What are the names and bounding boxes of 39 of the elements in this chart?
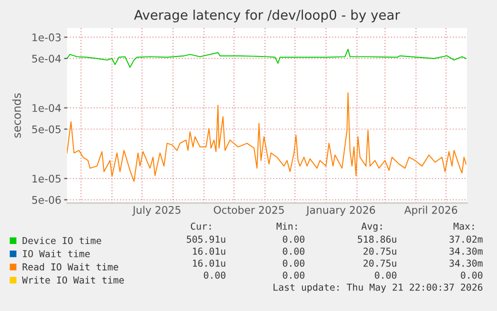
y-tick-label: 1e-04: [32, 104, 61, 112]
line-series: [67, 48, 466, 68]
text: 16.01u: [193, 260, 226, 267]
text: 0.00: [282, 272, 304, 279]
text: 518.86u: [358, 236, 396, 243]
y-tick-label: 5e-06: [32, 196, 61, 204]
legend-label: Write IO Wait time: [22, 276, 124, 284]
text: Min:: [276, 222, 297, 230]
x-tick-label: January 2026: [306, 206, 375, 216]
text: Max:: [454, 222, 474, 230]
text: 16.01u: [193, 248, 226, 255]
text: 37.02m: [450, 236, 483, 243]
text: Avg:: [361, 222, 382, 232]
text: Cur:: [190, 222, 211, 230]
y-tick-label: 5e-05: [32, 125, 61, 134]
line-series: [67, 92, 466, 182]
text: 34.30m: [450, 248, 483, 255]
x-tick-label: April 2026: [404, 206, 458, 216]
text: 0.00: [204, 272, 226, 279]
x-tick-label: October 2025: [214, 206, 284, 214]
text: 0.00: [460, 272, 482, 279]
y-axis-title: seconds: [12, 93, 21, 138]
text: 0.00: [282, 260, 304, 267]
text: 20.75u: [364, 260, 396, 267]
legend-label: IO Wait time: [22, 250, 90, 258]
y-tick-label: 1e-03: [32, 33, 61, 42]
text: 0.00: [374, 272, 396, 279]
y-tick-label: 5e-04: [32, 54, 61, 63]
text: 20.75u: [364, 248, 396, 255]
x-tick-label: July 2025: [132, 206, 180, 216]
text: 505.91u: [186, 236, 226, 243]
legend-label: Device IO time: [22, 236, 102, 244]
text: 0.00: [282, 236, 304, 243]
y-tick-label: 1e-05: [32, 174, 61, 183]
text: 0.00: [282, 248, 304, 255]
text: 34.30m: [450, 260, 483, 267]
text: Last update: Thu May 21 22:00:37 2026: [274, 283, 482, 293]
legend-label: Read IO Wait time: [22, 263, 118, 270]
chart-title: Average latency for /dev/loop0 - by year: [134, 10, 400, 22]
